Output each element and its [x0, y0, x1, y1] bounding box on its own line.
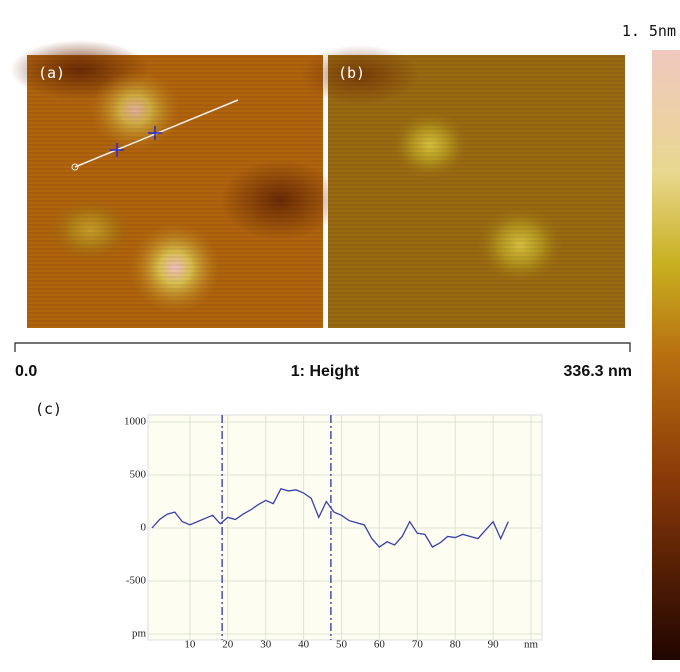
panel-label: (c)	[35, 400, 62, 418]
x-tick-label: 30	[260, 639, 272, 651]
y-tick-label: -500	[126, 575, 147, 587]
x-tick-label: 50	[336, 639, 348, 651]
scale-end: 336.3 nm	[564, 363, 632, 380]
scale-start: 0.0	[15, 363, 37, 380]
x-tick-label: 70	[412, 639, 424, 651]
channel-label: 1: Height	[291, 363, 360, 380]
y-tick-label: 0	[141, 522, 147, 534]
panel-label: (a)	[38, 64, 65, 82]
x-tick-label: 40	[298, 639, 310, 651]
image-a	[10, 40, 340, 328]
panel-label: (b)	[338, 64, 365, 82]
x-tick-label: nm	[524, 639, 539, 651]
image-b	[300, 45, 625, 328]
y-tick-label: 1000	[124, 416, 147, 428]
colorbar	[652, 50, 680, 660]
y-tick-label: 500	[130, 469, 147, 481]
colorbar-label: 1. 5nm	[622, 22, 676, 40]
y-tick-label: pm	[132, 628, 147, 640]
x-tick-label: 80	[450, 639, 462, 651]
scale-bar	[15, 343, 630, 352]
x-tick-label: 20	[222, 639, 234, 651]
x-tick-label: 60	[374, 639, 386, 651]
x-tick-label: 10	[184, 639, 196, 651]
x-tick-label: 90	[488, 639, 500, 651]
figure: (a) (b) 1. 5nm 0.0 1: Height 336.3 nm (c…	[0, 0, 680, 672]
